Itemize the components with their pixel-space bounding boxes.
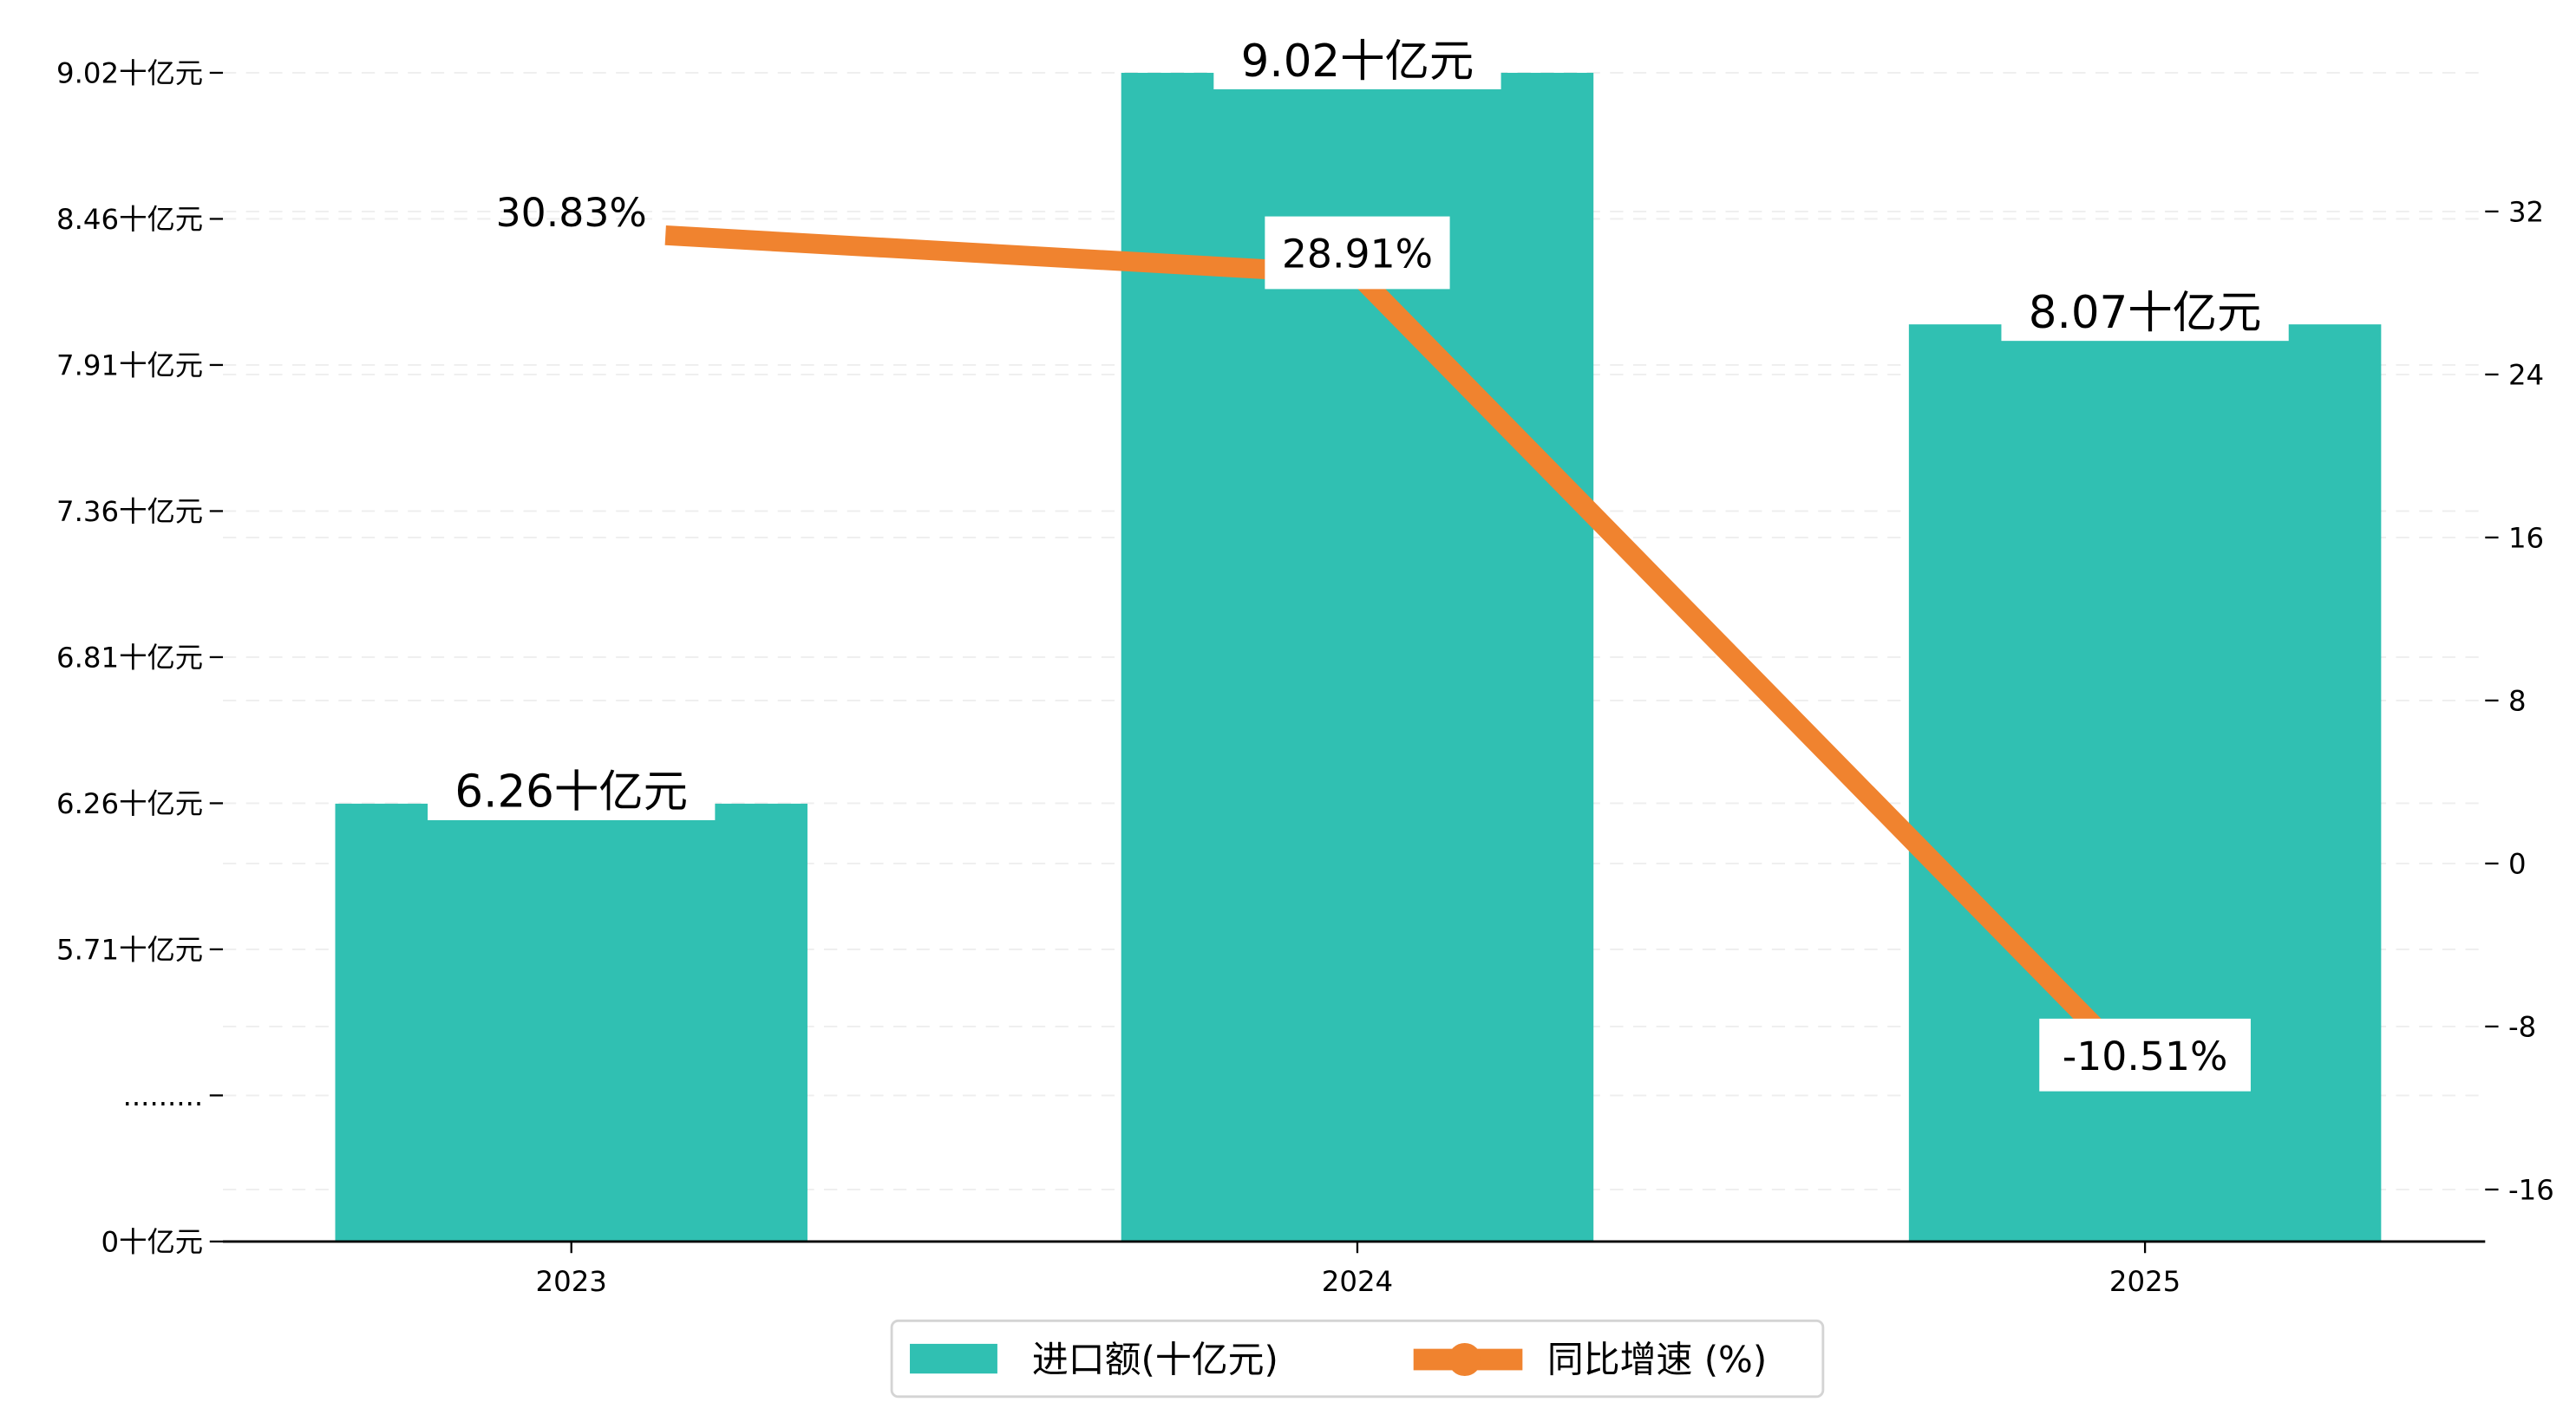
legend-bar-label: 进口额(十亿元): [1032, 1338, 1278, 1380]
left-axis: 0十亿元......... 5.71十亿元 6.26十亿元 6.81十亿元 7.36十亿…: [56, 56, 224, 1258]
left-tick-label: 5.71十亿元: [56, 933, 203, 966]
left-tick-label: 6.26十亿元: [56, 787, 203, 820]
right-tick-label: 32: [2508, 195, 2544, 228]
right-tick-label: -16: [2508, 1173, 2554, 1206]
legend: 进口额(十亿元) 同比增速 (%): [890, 1319, 1825, 1399]
bar-value-label: 9.02十亿元: [1241, 36, 1474, 88]
legend-line-label: 同比增速 (%): [1547, 1338, 1767, 1380]
left-tick-label: 9.02十亿元: [56, 56, 203, 89]
line-value-label: 28.91%: [1282, 231, 1433, 277]
bar-label-bg: [2001, 275, 2289, 342]
x-tick-label: 2025: [2109, 1265, 2180, 1298]
legend-box: [890, 1319, 1825, 1399]
left-tick-label: 7.91十亿元: [56, 349, 203, 381]
line-label-bg: [2039, 1018, 2251, 1092]
x-tick-label: 2024: [1322, 1265, 1393, 1298]
right-tick-label: 8: [2508, 684, 2527, 717]
bar-label-bg: [428, 753, 716, 820]
left-tick-label: 7.36十亿元: [56, 495, 203, 528]
bar-label-bg: [1213, 23, 1501, 90]
bar-value-label: 8.07十亿元: [2029, 287, 2262, 339]
right-tick-label: 24: [2508, 358, 2544, 391]
data-labels: 6.26十亿元 9.02十亿元 8.07十亿元 30.83% 28.91% -10.51%: [428, 23, 2289, 1092]
right-tick-label: 0: [2508, 847, 2527, 880]
legend-line-marker: [1448, 1342, 1481, 1377]
bar-2023: [335, 803, 807, 1242]
right-tick-label: 16: [2508, 521, 2544, 554]
line-label-bg: [1265, 216, 1450, 290]
bar-value-label: 6.26十亿元: [454, 766, 688, 818]
left-tick-label: 0十亿元: [101, 1225, 204, 1258]
x-axis: 2023 2024 2025: [223, 1240, 2486, 1298]
legend-bar-swatch: [910, 1343, 997, 1374]
left-tick-label: 6.81十亿元: [56, 641, 203, 674]
left-tick-label: 8.46十亿元: [56, 203, 203, 236]
left-tick-label: .........: [123, 1079, 204, 1112]
x-tick-label: 2023: [536, 1265, 607, 1298]
line-value-label: -10.51%: [2063, 1034, 2228, 1079]
right-axis: -16 -8 0 8 16 24 32: [2485, 195, 2554, 1206]
right-tick-label: -8: [2508, 1010, 2536, 1043]
line-value-label: 30.83%: [496, 190, 647, 236]
bar-2025: [1908, 324, 2382, 1242]
